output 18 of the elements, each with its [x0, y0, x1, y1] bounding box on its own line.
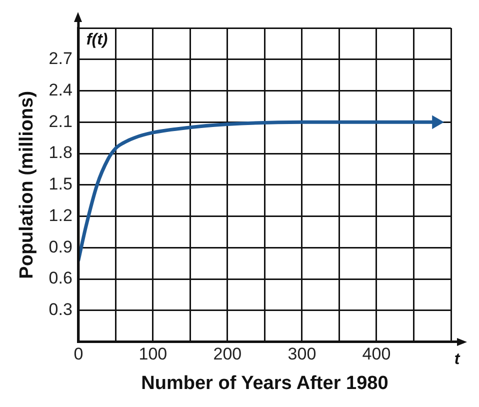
x-tick-label: 300 [288, 344, 316, 364]
x-tick-label: 400 [362, 344, 391, 364]
y-tick-label: 0.3 [48, 300, 72, 320]
text: t [454, 351, 460, 368]
y-tick-label: 2.7 [48, 49, 72, 68]
y-tick-label: 0.9 [48, 237, 72, 256]
y-axis-title: Population (millions) [16, 90, 38, 279]
y-tick-label: 1.8 [48, 143, 72, 162]
x-tick-label: 100 [138, 344, 168, 364]
x-axis-title: Number of Years After 1980 [141, 372, 388, 394]
x-tick-label: 0 [74, 344, 84, 364]
y-tick-label: 1.5 [48, 174, 72, 194]
y-tick-label: 2.4 [48, 80, 72, 100]
y-tick-label: 2.1 [48, 112, 72, 131]
annotation: f(t) [86, 31, 108, 48]
y-tick-label: 0.6 [48, 268, 72, 288]
y-tick-label: 1.2 [48, 206, 72, 225]
x-tick-label: 200 [213, 344, 242, 364]
